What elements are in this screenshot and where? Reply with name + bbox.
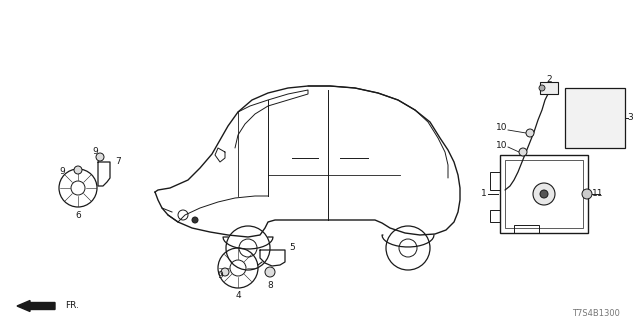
Bar [500, 155, 588, 233]
Circle shape [582, 189, 592, 199]
Text: 8: 8 [267, 282, 273, 291]
Circle shape [96, 153, 104, 161]
Bar [505, 160, 583, 228]
Text: 11: 11 [592, 189, 604, 198]
Text: 9: 9 [92, 148, 98, 156]
Text: T7S4B1300: T7S4B1300 [572, 308, 620, 317]
Text: 2: 2 [546, 76, 552, 84]
Bar [514, 225, 539, 233]
Circle shape [74, 166, 82, 174]
Bar [490, 210, 500, 222]
Circle shape [265, 267, 275, 277]
FancyArrow shape [17, 300, 55, 311]
Bar [540, 82, 558, 94]
Text: 10: 10 [496, 140, 508, 149]
Circle shape [539, 85, 545, 91]
Circle shape [526, 129, 534, 137]
Text: 6: 6 [75, 211, 81, 220]
Circle shape [192, 217, 198, 223]
Circle shape [533, 183, 555, 205]
Circle shape [221, 268, 229, 276]
Text: 1: 1 [481, 189, 487, 198]
Text: 5: 5 [289, 244, 295, 252]
Text: 3: 3 [627, 114, 633, 123]
Text: FR.: FR. [65, 301, 79, 310]
Text: 4: 4 [235, 291, 241, 300]
Text: 7: 7 [115, 157, 121, 166]
Text: 10: 10 [496, 124, 508, 132]
Circle shape [519, 148, 527, 156]
Text: 9: 9 [59, 167, 65, 177]
Text: 9: 9 [217, 271, 223, 281]
Bar [490, 172, 500, 190]
Bar [565, 88, 625, 148]
Circle shape [540, 190, 548, 198]
